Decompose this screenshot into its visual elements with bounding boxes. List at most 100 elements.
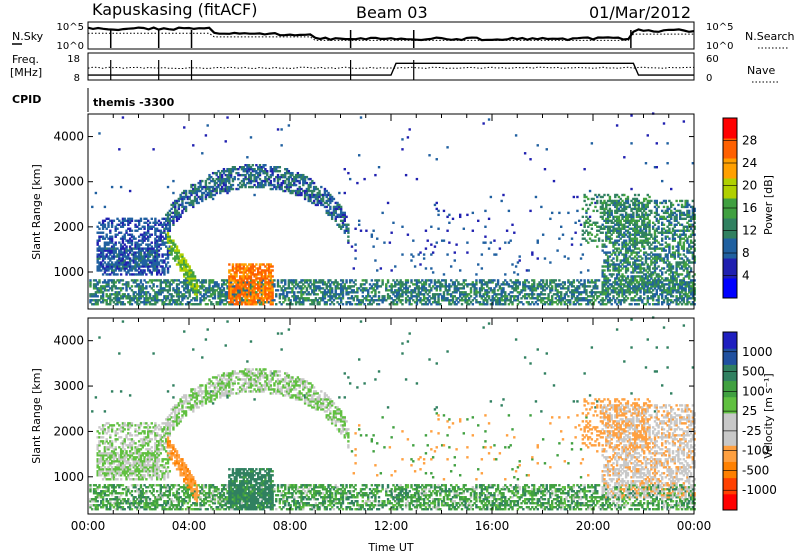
power-cell	[623, 255, 626, 258]
power-cell	[608, 255, 612, 258]
power-cell	[567, 281, 570, 284]
power-cell	[293, 295, 296, 298]
power-cell	[177, 263, 181, 266]
power-cell	[237, 287, 240, 290]
power-cell	[610, 303, 613, 306]
power-cell	[621, 213, 624, 217]
power-cell	[605, 217, 608, 221]
power-cell	[314, 185, 318, 189]
power-cell	[94, 295, 98, 298]
power-cell	[228, 291, 231, 294]
power-cell	[114, 235, 117, 238]
power-cell	[345, 229, 348, 232]
power-cell	[312, 303, 316, 306]
power-cell	[177, 295, 181, 298]
power-cell	[222, 287, 226, 290]
power-cell	[482, 287, 485, 290]
power-cell	[166, 295, 170, 298]
power-cell	[422, 287, 426, 290]
power-cell	[336, 205, 339, 209]
power-cell	[255, 171, 258, 175]
power-cell	[628, 255, 631, 258]
power-cell	[166, 239, 170, 242]
power-cell	[426, 293, 429, 296]
power-cell	[433, 293, 437, 296]
power-cell	[605, 207, 608, 211]
power-cell	[231, 269, 235, 272]
power-cell	[251, 303, 254, 306]
power-cell	[635, 285, 639, 288]
power-cell	[597, 239, 601, 242]
power-cell	[641, 221, 644, 224]
power-cell	[365, 229, 368, 232]
power-cell	[163, 281, 166, 284]
power-cell	[433, 283, 437, 286]
power-cell	[525, 269, 529, 272]
power-cell	[469, 295, 473, 298]
power-cell	[417, 291, 420, 294]
power-cell	[419, 301, 422, 304]
power-cell	[587, 269, 590, 272]
power-cell	[280, 279, 283, 282]
power-cell	[224, 177, 227, 181]
power-cell	[430, 303, 433, 306]
power-cell	[193, 289, 197, 292]
power-cell	[253, 193, 256, 197]
power-cell	[215, 181, 218, 185]
power-cell	[249, 267, 253, 270]
power-cell	[624, 233, 628, 236]
power-cell	[219, 287, 222, 290]
power-cell	[123, 243, 126, 246]
power-cell	[289, 191, 292, 195]
power-cell	[107, 273, 110, 276]
power-cell	[444, 283, 447, 286]
power-cell	[453, 285, 456, 288]
power-cell	[163, 227, 166, 230]
power-cell	[291, 177, 294, 181]
power-cell	[332, 197, 336, 201]
power-cell	[309, 181, 312, 185]
power-cell	[231, 179, 235, 183]
power-cell	[213, 183, 217, 187]
power-cell	[172, 247, 175, 250]
power-cell	[228, 281, 231, 284]
power-cell	[123, 303, 126, 306]
power-cell	[615, 215, 619, 219]
power-cell	[179, 203, 182, 207]
power-cell	[323, 297, 327, 300]
power-cell	[626, 289, 630, 292]
power-cell	[599, 299, 603, 302]
power-cell	[211, 177, 215, 181]
power-cell	[242, 285, 245, 288]
power-cell	[269, 275, 273, 278]
power-cell	[256, 283, 260, 286]
power-cell	[260, 181, 264, 185]
power-cell	[128, 301, 132, 304]
power-cell	[637, 247, 640, 250]
power-cell	[155, 235, 159, 238]
power-cell	[275, 289, 278, 292]
power-cell	[300, 295, 303, 298]
power-cell	[101, 299, 105, 302]
power-cell	[567, 295, 570, 298]
power-cell	[145, 217, 148, 221]
power-cell	[558, 237, 561, 240]
power-cell	[256, 166, 260, 169]
power-cell	[635, 197, 639, 201]
power-cell	[127, 269, 130, 272]
power-cell	[136, 263, 139, 266]
power-cell	[623, 193, 626, 197]
power-cell	[630, 227, 633, 230]
power-cell	[603, 285, 606, 288]
power-cell	[484, 293, 487, 296]
power-cell	[233, 277, 236, 280]
power-cell	[137, 297, 141, 300]
power-cell	[628, 227, 631, 230]
power-cell	[644, 277, 648, 280]
power-cell	[635, 239, 639, 242]
power-cell	[101, 247, 105, 250]
power-cell	[446, 215, 449, 219]
power-cell	[401, 295, 404, 298]
power-cell	[210, 287, 213, 290]
power-cell	[635, 211, 639, 215]
